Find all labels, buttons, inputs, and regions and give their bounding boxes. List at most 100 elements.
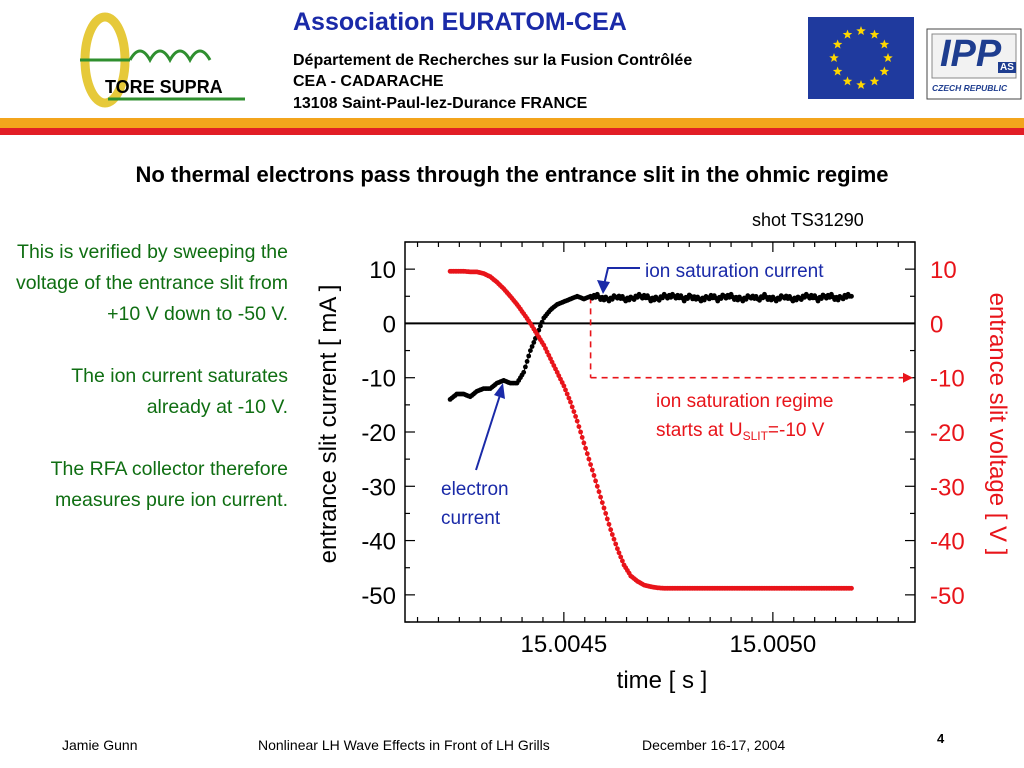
entrance-slit-voltage-point [509,295,515,301]
entrance-slit-voltage-point [559,380,565,385]
entrance-slit-voltage-point [521,311,527,317]
entrance-slit-voltage-point [536,334,542,340]
entrance-slit-current-point [710,295,716,301]
entrance-slit-current-point [533,336,538,341]
entrance-slit-current-point [651,297,657,303]
eu-star-icon [856,26,866,36]
entrance-slit-voltage-point [822,585,828,591]
entrance-slit-current-point [845,291,851,297]
entrance-slit-voltage-point [635,578,640,584]
entrance-slit-current-point [521,369,527,375]
entrance-slit-voltage-point [591,473,597,478]
entrance-slit-voltage-point [563,387,568,393]
entrance-slit-current-point [683,294,689,300]
entrance-slit-current-point [492,382,498,387]
entrance-slit-voltage-point [701,585,707,591]
entrance-slit-voltage-point [790,585,796,591]
entrance-slit-current-point [671,293,677,299]
entrance-slit-current-point [844,294,849,300]
entrance-slit-current-point [633,293,639,299]
entrance-slit-voltage-point [760,585,766,591]
entrance-slit-current-point [558,300,563,306]
entrance-slit-voltage-point [765,585,771,591]
entrance-slit-current-point [695,294,700,300]
entrance-slit-voltage-point [698,585,704,591]
y-tick-label-right: -10 [930,366,965,393]
y-tick-label-right: -50 [930,583,965,610]
entrance-slit-voltage-point [845,585,851,591]
entrance-slit-current-point [626,297,632,303]
entrance-slit-voltage-point [735,585,741,591]
entrance-slit-current-point [625,295,630,301]
entrance-slit-current-point [609,296,615,302]
entrance-slit-voltage-point [670,585,675,591]
entrance-slit-current-point [797,295,802,301]
entrance-slit-current-point [469,393,475,398]
entrance-slit-voltage-point [650,584,655,590]
x-tick-label: 15.0050 [729,631,816,658]
entrance-slit-current-point [703,294,709,299]
entrance-slit-voltage-point [653,585,659,590]
y-axis-title-left: entrance slit current [ mA ] [315,285,342,564]
entrance-slit-current-point [825,292,831,298]
entrance-slit-voltage-point [556,373,562,379]
entrance-slit-voltage-point [839,585,844,591]
entrance-slit-current-point [842,292,848,298]
y-tick-label-left: -10 [361,366,396,393]
entrance-slit-voltage-point [834,585,839,591]
eu-star-icon [869,29,880,39]
entrance-slit-current-point [518,375,523,381]
explanation-text: This is verified by sweeping the voltage… [8,237,288,516]
entrance-slit-voltage-point [792,585,797,591]
entrance-slit-voltage-point [494,279,500,285]
entrance-slit-current-point [620,294,625,299]
entrance-slit-voltage-point [608,527,614,533]
entrance-slit-current-point [459,391,465,397]
entrance-slit-current-point [554,302,560,307]
entrance-slit-current-point [641,292,647,298]
entrance-slit-current-point [568,296,573,302]
entrance-slit-current-point [755,296,761,302]
y-tick-label-right: -20 [930,420,965,447]
entrance-slit-voltage-point [524,316,530,321]
entrance-slit-voltage-point [842,585,848,591]
eu-star-icon [842,29,853,39]
entrance-slit-current-point [690,296,695,302]
entrance-slit-voltage-point [810,585,816,591]
entrance-slit-current-point [676,295,682,301]
entrance-slit-current-point [827,294,833,300]
entrance-slit-current-point [551,304,557,310]
entrance-slit-voltage-point [481,271,486,276]
footer-author: Jamie Gunn [62,737,138,753]
entrance-slit-current-point [822,293,828,299]
entrance-slit-voltage-point [665,585,670,591]
entrance-slit-current-point [792,295,797,301]
entrance-slit-current-point [578,295,583,300]
entrance-slit-voltage-point [740,585,746,591]
entrance-slit-voltage-point [553,366,558,372]
y-tick-label-right: -30 [930,474,965,501]
entrance-slit-voltage-point [827,585,833,591]
entrance-slit-current-point [564,298,570,303]
entrance-slit-voltage-point [474,269,480,275]
entrance-slit-current-point [738,296,744,302]
entrance-slit-voltage-point [514,302,520,307]
entrance-slit-current-point [720,292,726,298]
regime-label-line2: starts at USLIT=-10 V [656,420,825,443]
entrance-slit-voltage-point [807,585,813,591]
entrance-slit-current-point [807,295,813,301]
entrance-slit-voltage-point [757,585,762,591]
entrance-slit-voltage-point [496,281,501,287]
entrance-slit-current-point [767,294,772,300]
entrance-slit-voltage-point [778,585,784,591]
entrance-slit-current-point [539,319,545,325]
entrance-slit-voltage-point [558,376,563,382]
entrance-slit-current-point [783,293,789,299]
entrance-slit-current-point [686,292,692,298]
entrance-slit-voltage-point [732,585,737,591]
entrance-slit-voltage-point [770,585,776,591]
entrance-slit-current-point [603,294,609,300]
entrance-slit-current-point [494,380,500,386]
entrance-slit-voltage-point [727,585,732,591]
entrance-slit-current-point [730,294,736,300]
